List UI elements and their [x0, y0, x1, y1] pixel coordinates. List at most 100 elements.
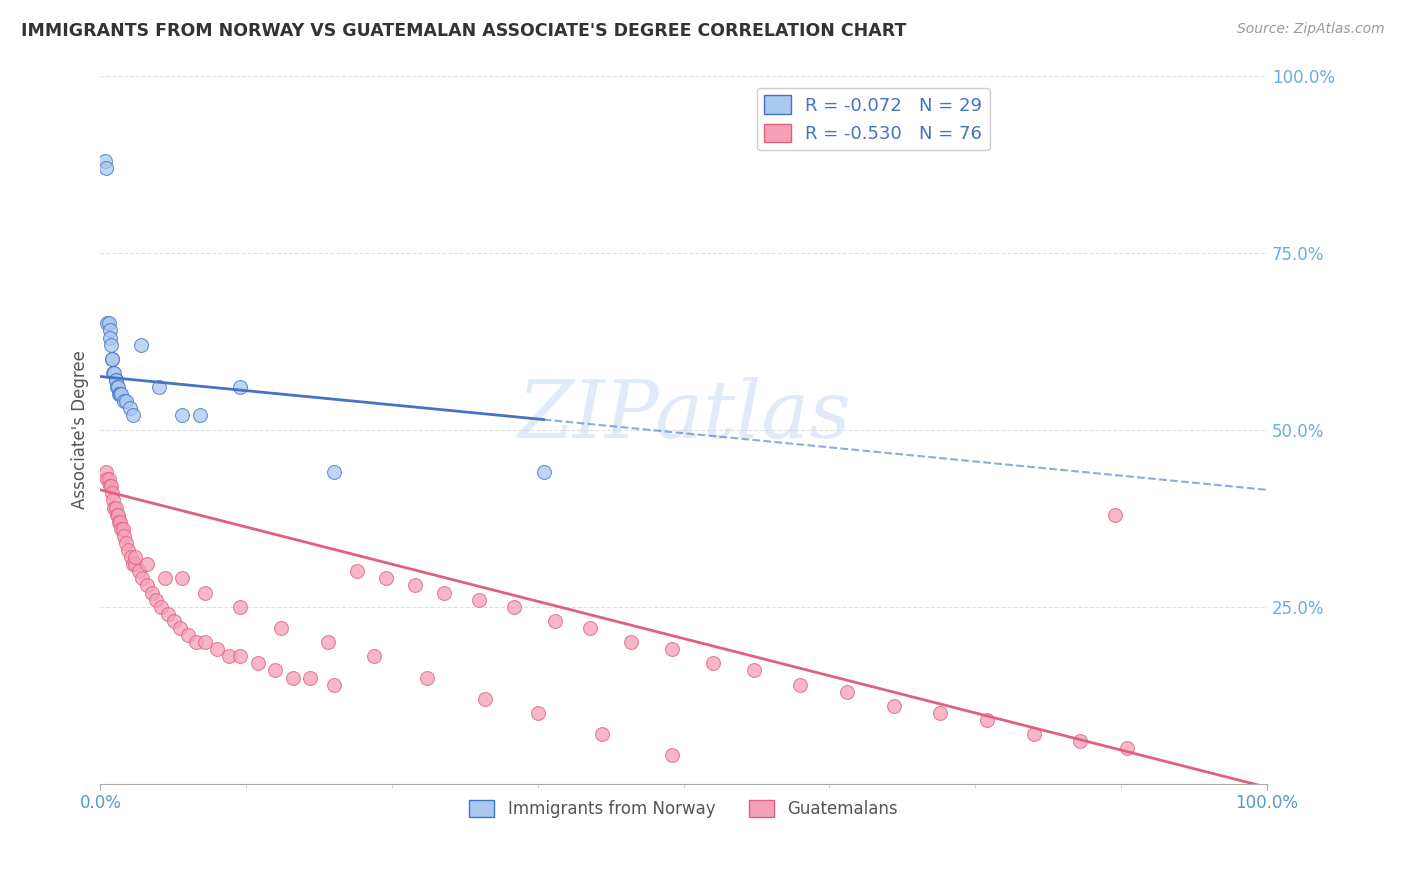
Point: [929, 706, 952, 720]
Point: [883, 698, 905, 713]
Point: [620, 635, 643, 649]
Point: [316, 635, 339, 649]
Point: [363, 649, 385, 664]
Point: [503, 599, 526, 614]
Point: [976, 713, 998, 727]
Point: [474, 691, 496, 706]
Point: [188, 409, 211, 423]
Point: [661, 748, 683, 763]
Point: [661, 642, 683, 657]
Point: [115, 536, 138, 550]
Point: [108, 387, 131, 401]
Point: [128, 564, 150, 578]
Point: [169, 621, 191, 635]
Point: [100, 479, 122, 493]
Point: [124, 550, 146, 565]
Point: [112, 394, 135, 409]
Point: [579, 621, 602, 635]
Point: [163, 614, 186, 628]
Point: [97, 317, 120, 331]
Point: [148, 380, 170, 394]
Point: [150, 599, 173, 614]
Point: [404, 578, 426, 592]
Point: [104, 373, 127, 387]
Point: [108, 387, 131, 401]
Point: [101, 351, 124, 366]
Point: [145, 592, 167, 607]
Point: [111, 522, 134, 536]
Point: [98, 479, 121, 493]
Point: [120, 550, 142, 565]
Text: IMMIGRANTS FROM NORWAY VS GUATEMALAN ASSOCIATE'S DEGREE CORRELATION CHART: IMMIGRANTS FROM NORWAY VS GUATEMALAN ASS…: [21, 22, 907, 40]
Y-axis label: Associate's Degree: Associate's Degree: [72, 351, 89, 509]
Point: [170, 571, 193, 585]
Point: [96, 472, 118, 486]
Point: [122, 557, 145, 571]
Point: [115, 394, 138, 409]
Point: [118, 401, 141, 416]
Point: [105, 508, 128, 522]
Point: [122, 409, 145, 423]
Point: [322, 677, 344, 691]
Point: [98, 323, 121, 337]
Point: [375, 571, 398, 585]
Point: [97, 472, 120, 486]
Point: [110, 522, 132, 536]
Point: [101, 486, 124, 500]
Point: [270, 621, 292, 635]
Point: [105, 380, 128, 394]
Point: [416, 671, 439, 685]
Point: [104, 373, 127, 387]
Point: [194, 635, 217, 649]
Point: [103, 493, 125, 508]
Point: [229, 649, 252, 664]
Point: [702, 657, 724, 671]
Point: [108, 515, 131, 529]
Point: [156, 607, 179, 621]
Point: [103, 500, 125, 515]
Point: [136, 578, 159, 592]
Point: [170, 409, 193, 423]
Point: [141, 585, 163, 599]
Point: [544, 614, 567, 628]
Point: [112, 529, 135, 543]
Point: [527, 706, 550, 720]
Point: [835, 684, 858, 698]
Text: ZIPatlas: ZIPatlas: [517, 376, 851, 454]
Point: [153, 571, 176, 585]
Point: [205, 642, 228, 657]
Point: [246, 657, 269, 671]
Point: [96, 317, 118, 331]
Point: [281, 671, 304, 685]
Point: [789, 677, 811, 691]
Point: [1104, 508, 1126, 522]
Point: [110, 387, 132, 401]
Point: [98, 330, 121, 344]
Point: [322, 465, 344, 479]
Point: [117, 543, 139, 558]
Point: [129, 337, 152, 351]
Point: [104, 500, 127, 515]
Point: [1069, 734, 1091, 748]
Point: [136, 557, 159, 571]
Point: [124, 557, 146, 571]
Point: [433, 585, 456, 599]
Point: [103, 366, 125, 380]
Point: [1116, 741, 1139, 756]
Point: [229, 599, 252, 614]
Legend: Immigrants from Norway, Guatemalans: Immigrants from Norway, Guatemalans: [463, 794, 904, 825]
Point: [346, 564, 368, 578]
Point: [194, 585, 217, 599]
Point: [107, 380, 129, 394]
Point: [94, 153, 117, 168]
Point: [299, 671, 322, 685]
Point: [100, 337, 122, 351]
Point: [103, 366, 125, 380]
Point: [264, 664, 287, 678]
Point: [101, 351, 124, 366]
Point: [742, 664, 765, 678]
Point: [533, 465, 555, 479]
Point: [96, 161, 118, 175]
Point: [108, 515, 131, 529]
Point: [107, 508, 129, 522]
